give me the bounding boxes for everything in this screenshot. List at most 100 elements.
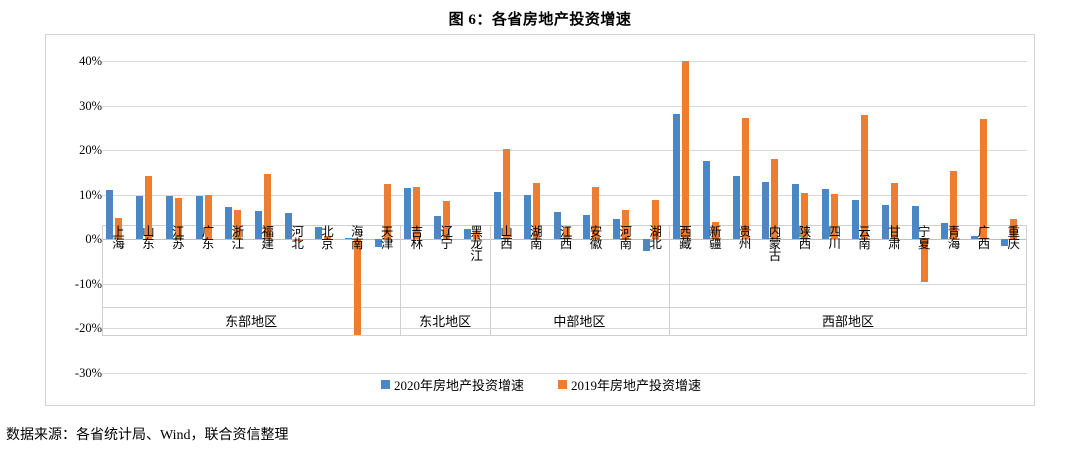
bar-2019[interactable] xyxy=(711,222,719,240)
bar-2019[interactable] xyxy=(294,239,302,241)
bar-2020[interactable] xyxy=(225,207,233,240)
bar-2019[interactable] xyxy=(801,192,809,240)
bar-2020[interactable] xyxy=(374,239,382,248)
category-label: 甘肃 xyxy=(885,225,900,249)
category-label: 陕西 xyxy=(796,225,811,249)
bar-2019[interactable] xyxy=(562,227,570,240)
y-tick-label-10: 10% xyxy=(79,187,102,202)
bar-group xyxy=(609,35,639,407)
bar-2019[interactable] xyxy=(144,176,152,240)
legend-swatch-2019-icon xyxy=(558,380,567,389)
category-label: 上海 xyxy=(110,225,125,249)
category-label: 西藏 xyxy=(676,225,691,249)
gridline-40 xyxy=(102,61,1027,62)
bar-2019[interactable] xyxy=(652,199,660,240)
category-label: 湖南 xyxy=(527,225,542,249)
bar-2020[interactable] xyxy=(672,114,680,240)
bar-2020[interactable] xyxy=(643,239,651,251)
bar-2020[interactable] xyxy=(822,189,830,240)
bar-2019[interactable] xyxy=(980,118,988,240)
bar-2019[interactable] xyxy=(741,118,749,240)
bar-2019[interactable] xyxy=(383,183,391,240)
bar-2019[interactable] xyxy=(860,115,868,240)
region-label: 东部地区 xyxy=(225,314,278,329)
category-label: 内蒙古 xyxy=(766,225,781,261)
bar-2019[interactable] xyxy=(174,198,182,240)
page-title: 图 6：各省房地产投资增速 xyxy=(448,12,632,28)
bar-2019[interactable] xyxy=(413,186,421,240)
bar-group xyxy=(908,35,938,407)
bar-2019[interactable] xyxy=(592,187,600,240)
bar-2019[interactable] xyxy=(831,193,839,240)
bar-2019[interactable] xyxy=(920,239,928,282)
bar-2019[interactable] xyxy=(264,173,272,240)
category-axis-right-line xyxy=(1026,225,1027,335)
bar-2020[interactable] xyxy=(165,195,173,240)
category-label: 重庆 xyxy=(1005,225,1020,249)
y-tick-label-30: 30% xyxy=(79,98,102,113)
bar-2019[interactable] xyxy=(681,61,689,240)
bar-2020[interactable] xyxy=(851,200,859,240)
bar-2020[interactable] xyxy=(523,194,531,240)
bar-group xyxy=(937,35,967,407)
bar-2020[interactable] xyxy=(613,218,621,240)
bar-2019[interactable] xyxy=(204,194,212,240)
category-label: 福建 xyxy=(259,225,274,249)
bar-2020[interactable] xyxy=(941,222,949,240)
bar-2019[interactable] xyxy=(234,209,242,240)
bar-group xyxy=(400,35,430,407)
bar-2020[interactable] xyxy=(911,205,919,240)
bar-group xyxy=(848,35,878,407)
bar-2020[interactable] xyxy=(404,188,412,240)
bar-2019[interactable] xyxy=(1010,219,1018,240)
plot-area: 40% 30% 20% 10% 0% -10% -20% -30% 上海 山东 江苏 广东 浙江 福建河… xyxy=(46,35,1036,407)
bar-2020[interactable] xyxy=(493,192,501,240)
category-label: 四川 xyxy=(826,225,841,249)
bar-2019[interactable] xyxy=(323,235,331,240)
category-label: 山东 xyxy=(139,225,154,249)
bar-2019[interactable] xyxy=(443,201,451,240)
y-tick-label--30: -30% xyxy=(74,365,102,380)
region-separator xyxy=(668,225,670,335)
bar-2019[interactable] xyxy=(353,239,361,336)
region-separator xyxy=(489,225,491,335)
bar-2020[interactable] xyxy=(702,161,710,240)
bar-2020[interactable] xyxy=(464,228,472,240)
bar-2019[interactable] xyxy=(622,210,630,240)
bar-2019[interactable] xyxy=(532,182,540,240)
bar-2019[interactable] xyxy=(115,217,122,240)
bar-2020[interactable] xyxy=(344,237,352,240)
bar-2020[interactable] xyxy=(881,204,889,240)
category-axis-mid-line xyxy=(102,307,1027,308)
category-label: 吉林 xyxy=(408,225,423,249)
bar-2020[interactable] xyxy=(583,215,591,240)
bar-2020[interactable] xyxy=(971,236,979,240)
bar-2020[interactable] xyxy=(762,182,770,240)
bar-2020[interactable] xyxy=(314,227,322,240)
category-label: 青海 xyxy=(945,225,960,249)
bar-2020[interactable] xyxy=(106,190,113,240)
bar-2019[interactable] xyxy=(473,232,481,240)
legend-item-2020[interactable]: 2020年房地产投资增速 xyxy=(380,375,524,394)
bar-2019[interactable] xyxy=(950,170,958,240)
y-tick-label--10: -10% xyxy=(74,276,102,291)
bar-2020[interactable] xyxy=(1001,239,1009,247)
bar-2020[interactable] xyxy=(434,216,442,240)
bar-2020[interactable] xyxy=(195,196,203,240)
bar-2020[interactable] xyxy=(135,195,143,240)
bar-group xyxy=(758,35,788,407)
bar-2019[interactable] xyxy=(502,149,510,240)
bar-2020[interactable] xyxy=(553,212,561,240)
legend-label-2020: 2020年房地产投资增速 xyxy=(393,378,524,393)
bar-2019[interactable] xyxy=(890,182,898,240)
bar-2020[interactable] xyxy=(255,211,263,240)
bar-2020[interactable] xyxy=(792,183,800,240)
category-label: 贵州 xyxy=(736,225,751,249)
bar-group xyxy=(162,35,192,407)
bar-2020[interactable] xyxy=(285,212,293,240)
bar-2019[interactable] xyxy=(771,159,779,240)
category-label: 黑龙江 xyxy=(468,225,483,261)
legend-item-2019[interactable]: 2019年房地产投资增速 xyxy=(558,375,701,394)
bar-2020[interactable] xyxy=(732,175,740,240)
gridline-0 xyxy=(102,239,1027,241)
